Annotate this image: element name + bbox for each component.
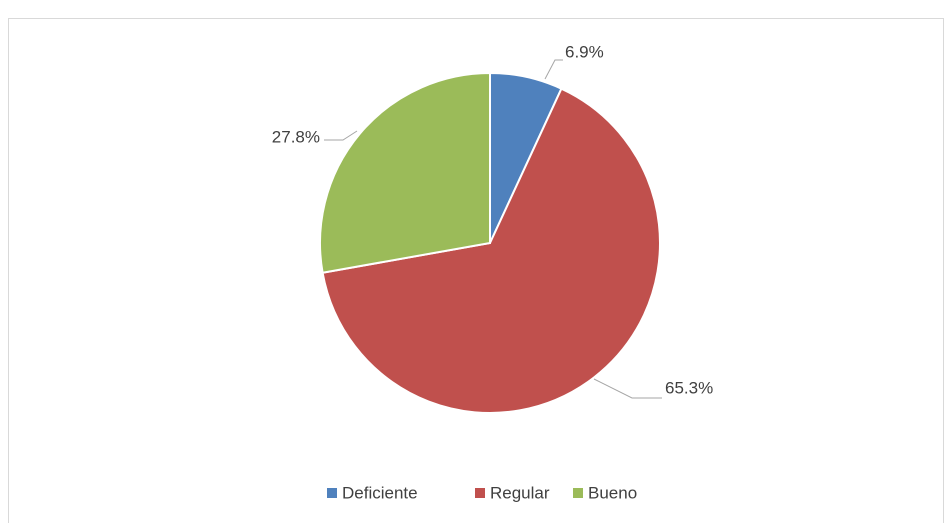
data-label: 6.9%	[565, 42, 604, 61]
pie-slice	[319, 71, 491, 274]
legend-label: Bueno	[588, 483, 637, 502]
pie: 6.9% 65.3% 27.8%	[272, 42, 713, 414]
legend-label: Regular	[490, 483, 550, 502]
leader-line	[544, 59, 563, 80]
legend-swatch	[327, 488, 337, 498]
legend-label: Deficiente	[342, 483, 418, 502]
data-label: 65.3%	[665, 378, 713, 397]
legend-swatch	[475, 488, 485, 498]
leader-line	[324, 130, 358, 141]
pie-slice	[321, 87, 661, 414]
data-label: 27.8%	[272, 127, 320, 146]
leader-line	[593, 378, 662, 399]
legend: Deficiente Regular Bueno	[327, 483, 637, 502]
legend-swatch	[573, 488, 583, 498]
